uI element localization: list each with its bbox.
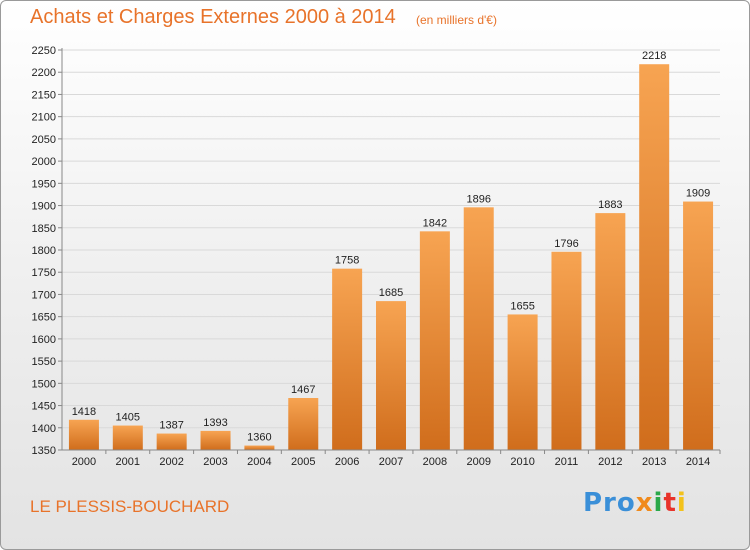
bar xyxy=(68,419,99,450)
bar-value-label: 1387 xyxy=(159,420,183,432)
x-tick-label: 2011 xyxy=(555,456,579,468)
x-tick-label: 2008 xyxy=(423,456,447,468)
y-axis-ticks: 1350 1400 1450 1500 1550 1600 1650 1700 1750 1800… xyxy=(32,45,62,457)
bar-value-label: 1796 xyxy=(554,238,578,250)
logo-part: i xyxy=(653,488,664,518)
y-tick-label: 1650 xyxy=(32,312,56,324)
y-tick-label: 1600 xyxy=(32,334,56,346)
x-tick-label: 2007 xyxy=(379,456,403,468)
y-tick-label: 1950 xyxy=(32,178,56,190)
bar xyxy=(683,201,714,450)
x-tick-label: 2002 xyxy=(159,456,183,468)
y-tick-label: 2100 xyxy=(32,112,56,124)
y-tick-label: 2050 xyxy=(32,134,56,146)
bar-value-label: 1418 xyxy=(72,406,96,418)
y-tick-label: 1750 xyxy=(32,267,56,279)
y-tick-label: 1700 xyxy=(32,289,56,301)
x-tick-label: 2012 xyxy=(598,456,622,468)
bar xyxy=(376,301,406,450)
bar xyxy=(639,64,670,450)
bar xyxy=(200,430,231,450)
x-tick-label: 2014 xyxy=(686,456,710,468)
x-tick-label: 2006 xyxy=(335,456,359,468)
bar-value-label: 1405 xyxy=(116,412,140,424)
x-tick-label: 2001 xyxy=(116,456,140,468)
bar xyxy=(288,398,319,450)
y-tick-label: 1400 xyxy=(32,423,56,435)
y-tick-label: 2000 xyxy=(32,156,56,168)
x-tick-label: 2000 xyxy=(72,456,96,468)
x-tick-label: 2010 xyxy=(510,456,534,468)
bar-value-label: 2218 xyxy=(642,50,666,62)
bar-value-label: 1896 xyxy=(466,193,490,205)
y-tick-label: 1850 xyxy=(32,223,56,235)
bars: 1418 1405 1387 1393 1360 1467 1758 1685 1842 1896… xyxy=(68,50,714,450)
x-tick-label: 2004 xyxy=(247,456,271,468)
y-tick-label: 1900 xyxy=(32,201,56,213)
bar-value-label: 1655 xyxy=(510,300,534,312)
bar xyxy=(112,425,143,450)
chart-subtitle: (en milliers d'€) xyxy=(416,13,497,27)
y-tick-label: 1500 xyxy=(32,378,56,390)
logo-part: t xyxy=(663,488,677,518)
x-tick-label: 2003 xyxy=(203,456,227,468)
bar-value-label: 1758 xyxy=(335,255,359,267)
proxiti-logo: Proxiti xyxy=(583,488,687,518)
x-tick-label: 2013 xyxy=(642,456,666,468)
y-tick-label: 2250 xyxy=(32,45,56,57)
axes xyxy=(61,48,720,451)
chart-title: Achats et Charges Externes 2000 à 2014 xyxy=(30,6,396,28)
bar-value-label: 1393 xyxy=(203,417,227,429)
y-tick-label: 2150 xyxy=(32,89,56,101)
bar xyxy=(551,251,582,450)
logo-part: x xyxy=(635,488,654,518)
bar xyxy=(244,445,275,450)
y-tick-label: 1550 xyxy=(32,356,56,368)
y-tick-label: 1350 xyxy=(32,445,56,457)
bar xyxy=(463,207,494,450)
x-tick-label: 2005 xyxy=(291,456,315,468)
bar-value-label: 1883 xyxy=(598,199,622,211)
bar xyxy=(419,231,450,450)
bar-value-label: 1360 xyxy=(247,432,271,444)
bar xyxy=(332,268,363,450)
x-tick-label: 2009 xyxy=(466,456,490,468)
bar xyxy=(156,433,187,450)
commune-name: LE PLESSIS-BOUCHARD xyxy=(30,497,230,516)
logo-part: Pro xyxy=(583,488,636,518)
logo-part: i xyxy=(676,488,687,518)
y-tick-label: 2200 xyxy=(32,67,56,79)
bar xyxy=(507,314,538,450)
y-tick-label: 1450 xyxy=(32,401,56,413)
bar-value-label: 1467 xyxy=(291,384,315,396)
bar-value-label: 1842 xyxy=(423,217,447,229)
bar-value-label: 1909 xyxy=(686,188,710,200)
y-tick-label: 1800 xyxy=(32,245,56,257)
x-axis-ticks: 2000 2001 2002 2003 2004 2005 2006 2007 2008 2009… xyxy=(72,450,721,468)
bar xyxy=(595,213,626,450)
bar-value-label: 1685 xyxy=(379,287,403,299)
